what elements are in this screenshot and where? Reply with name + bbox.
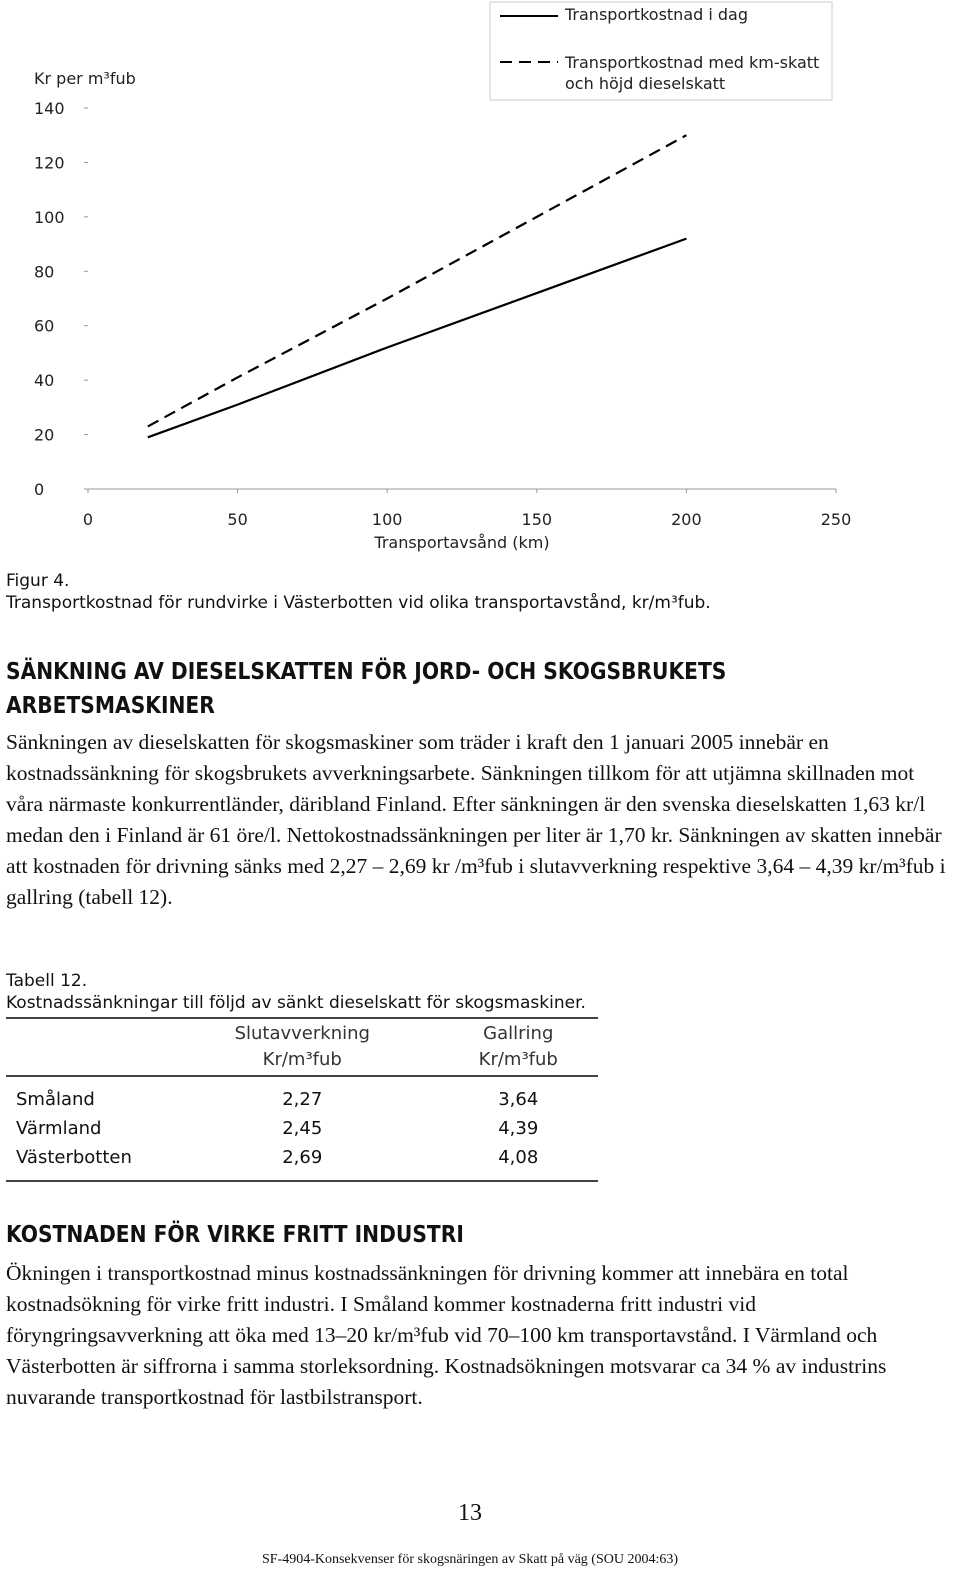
x-tick-label: 50 [227, 510, 247, 529]
row-label: Västerbotten [16, 1147, 132, 1168]
footer-source: SF-4904-Konsekvenser för skogsnäringen a… [261, 1552, 679, 1567]
table-cell: 4,39 [498, 1118, 539, 1139]
y-tick-label: 40 [34, 371, 54, 390]
table-cell: 3,64 [498, 1089, 539, 1110]
legend-box [489, 1, 833, 101]
series-line [147, 237, 687, 439]
legend-label: Transportkostnad med km-skatt och höjd d… [565, 53, 820, 93]
table-body: Småland 2,27 3,64 Värmland 2,45 4,39 Västerbot… [6, 1076, 598, 1181]
y-tick-label: 100 [34, 208, 65, 227]
x-tick-label: 0 [83, 510, 93, 529]
row-label: Värmland [16, 1118, 102, 1139]
x-axis-label: Transportavsånd (km) [373, 533, 549, 552]
table-label: Tabell 12. [6, 971, 88, 991]
table-row: Småland 2,27 3,64 [6, 1076, 598, 1114]
table-cell: 4,08 [498, 1147, 539, 1168]
section-heading: KOSTNADEN FÖR VIRKE FRITT INDUSTRI [6, 1222, 464, 1248]
section: SÄNKNING AV DIESELSKATTEN FÖR JORD- OCH … [6, 655, 956, 913]
header-unit: Kr/m³fub [262, 1049, 342, 1070]
y-tick-label: 20 [34, 426, 54, 445]
table: Slutavverkning Kr/m³fub Gallring Kr/m³fub … [6, 1017, 598, 1182]
y-axis-label: Kr per m³fub [34, 69, 136, 88]
page-number: 13 [458, 1500, 482, 1526]
x-tick-label: 100 [372, 510, 403, 529]
paragraph: Ökningen i transportkostnad minus kostna… [6, 1261, 887, 1409]
y-tick-label: 60 [34, 317, 54, 336]
caption-label: Figur 4. [6, 571, 70, 591]
paragraph: Sänkningen av dieselskatten för skogsmas… [6, 730, 946, 909]
header-cell: Slutavverkning Kr/m³fub [166, 1018, 439, 1076]
x-tick-label: 250 [821, 510, 852, 529]
x-tick-label: 200 [671, 510, 702, 529]
section: KOSTNADEN FÖR VIRKE FRITT INDUSTRI Öknin… [6, 1218, 956, 1413]
header-cell: Gallring Kr/m³fub [439, 1018, 598, 1076]
header-text: Gallring [483, 1023, 554, 1044]
y-tick-label: 80 [34, 262, 54, 281]
legend-label: Transportkostnad i dag [565, 5, 749, 24]
table-header: Slutavverkning Kr/m³fub Gallring Kr/m³fub [6, 1018, 598, 1076]
table-cell: 2,69 [282, 1147, 323, 1168]
y-tick-label: 0 [34, 480, 44, 499]
chart: Kr per m³fub Transportavsånd (km) 0 20 40 6… [34, 1, 852, 552]
table-cell: 2,45 [282, 1118, 323, 1139]
caption-text: Transportkostnad för rundvirke i Västerb… [6, 593, 711, 613]
table-caption-text: Kostnadssänkningar till följd av sänkt d… [6, 993, 586, 1013]
header-text: Slutavverkning [234, 1023, 370, 1044]
x-tick-label: 150 [522, 510, 553, 529]
series-line [147, 134, 687, 428]
figure-caption: Figur 4. Transportkostnad för rundvirke … [6, 570, 711, 614]
table-row: Västerbotten 2,69 4,08 [6, 1143, 598, 1181]
section-heading: SÄNKNING AV DIESELSKATTEN FÖR JORD- OCH … [6, 659, 727, 719]
y-tick-label: 140 [34, 99, 65, 118]
table-caption: Tabell 12. Kostnadssänkningar till följd… [6, 970, 586, 1014]
y-tick-label: 120 [34, 153, 65, 172]
table-row: Värmland 2,45 4,39 [6, 1114, 598, 1143]
row-label: Småland [16, 1089, 95, 1110]
table-cell: 2,27 [282, 1089, 323, 1110]
header-unit: Kr/m³fub [478, 1049, 558, 1070]
